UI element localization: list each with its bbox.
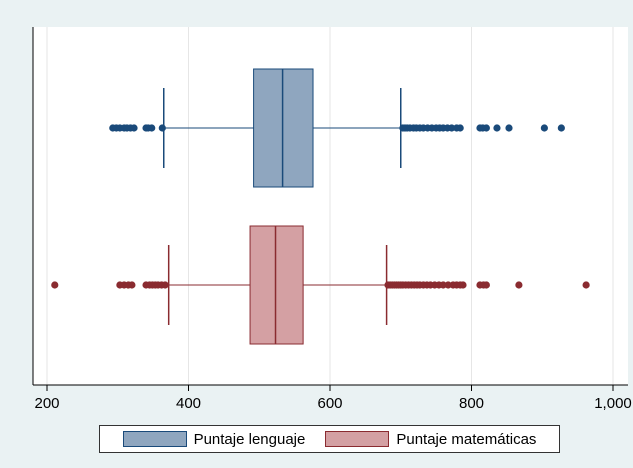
grid <box>46 27 614 385</box>
x-tick-label: 1,000 <box>594 395 632 412</box>
legend-item-lenguaje: Puntaje lenguaje <box>122 430 306 448</box>
legend-label-matematicas: Puntaje matemáticas <box>396 430 537 448</box>
outlier-point <box>148 124 156 132</box>
x-tick-label: 600 <box>317 395 342 412</box>
legend-swatch-matematicas <box>325 431 390 447</box>
boxes <box>51 68 590 345</box>
outlier-point <box>439 281 447 289</box>
outlier-point <box>128 281 136 289</box>
x-tick-label: 800 <box>459 395 484 412</box>
outlier-point <box>505 124 513 132</box>
outlier-point <box>130 124 138 132</box>
outlier-point <box>448 124 456 132</box>
outlier-point <box>456 124 464 132</box>
outlier-point <box>444 281 452 289</box>
outlier-point <box>582 281 590 289</box>
outlier-point <box>158 124 166 132</box>
x-tick-label: 200 <box>34 395 59 412</box>
box-series-0 <box>109 68 565 188</box>
legend: Puntaje lenguaje Puntaje matemáticas <box>99 425 560 453</box>
legend-item-matematicas: Puntaje matemáticas <box>325 431 536 448</box>
outlier-point <box>161 281 169 289</box>
x-tick-label: 400 <box>176 395 201 412</box>
outlier-point <box>51 281 59 289</box>
outlier-point <box>482 281 490 289</box>
iqr-box <box>249 225 304 345</box>
x-axis-ticks: 200 400 600 800 1,000 <box>34 385 632 412</box>
outlier-point <box>557 124 565 132</box>
box-series-1 <box>51 225 590 345</box>
outlier-point <box>482 124 490 132</box>
outlier-point <box>459 281 467 289</box>
legend-label-lenguaje: Puntaje lenguaje <box>193 430 306 448</box>
outlier-point <box>540 124 548 132</box>
outlier-point <box>515 281 523 289</box>
legend-swatch-lenguaje <box>122 431 187 447</box>
outlier-point <box>493 124 501 132</box>
